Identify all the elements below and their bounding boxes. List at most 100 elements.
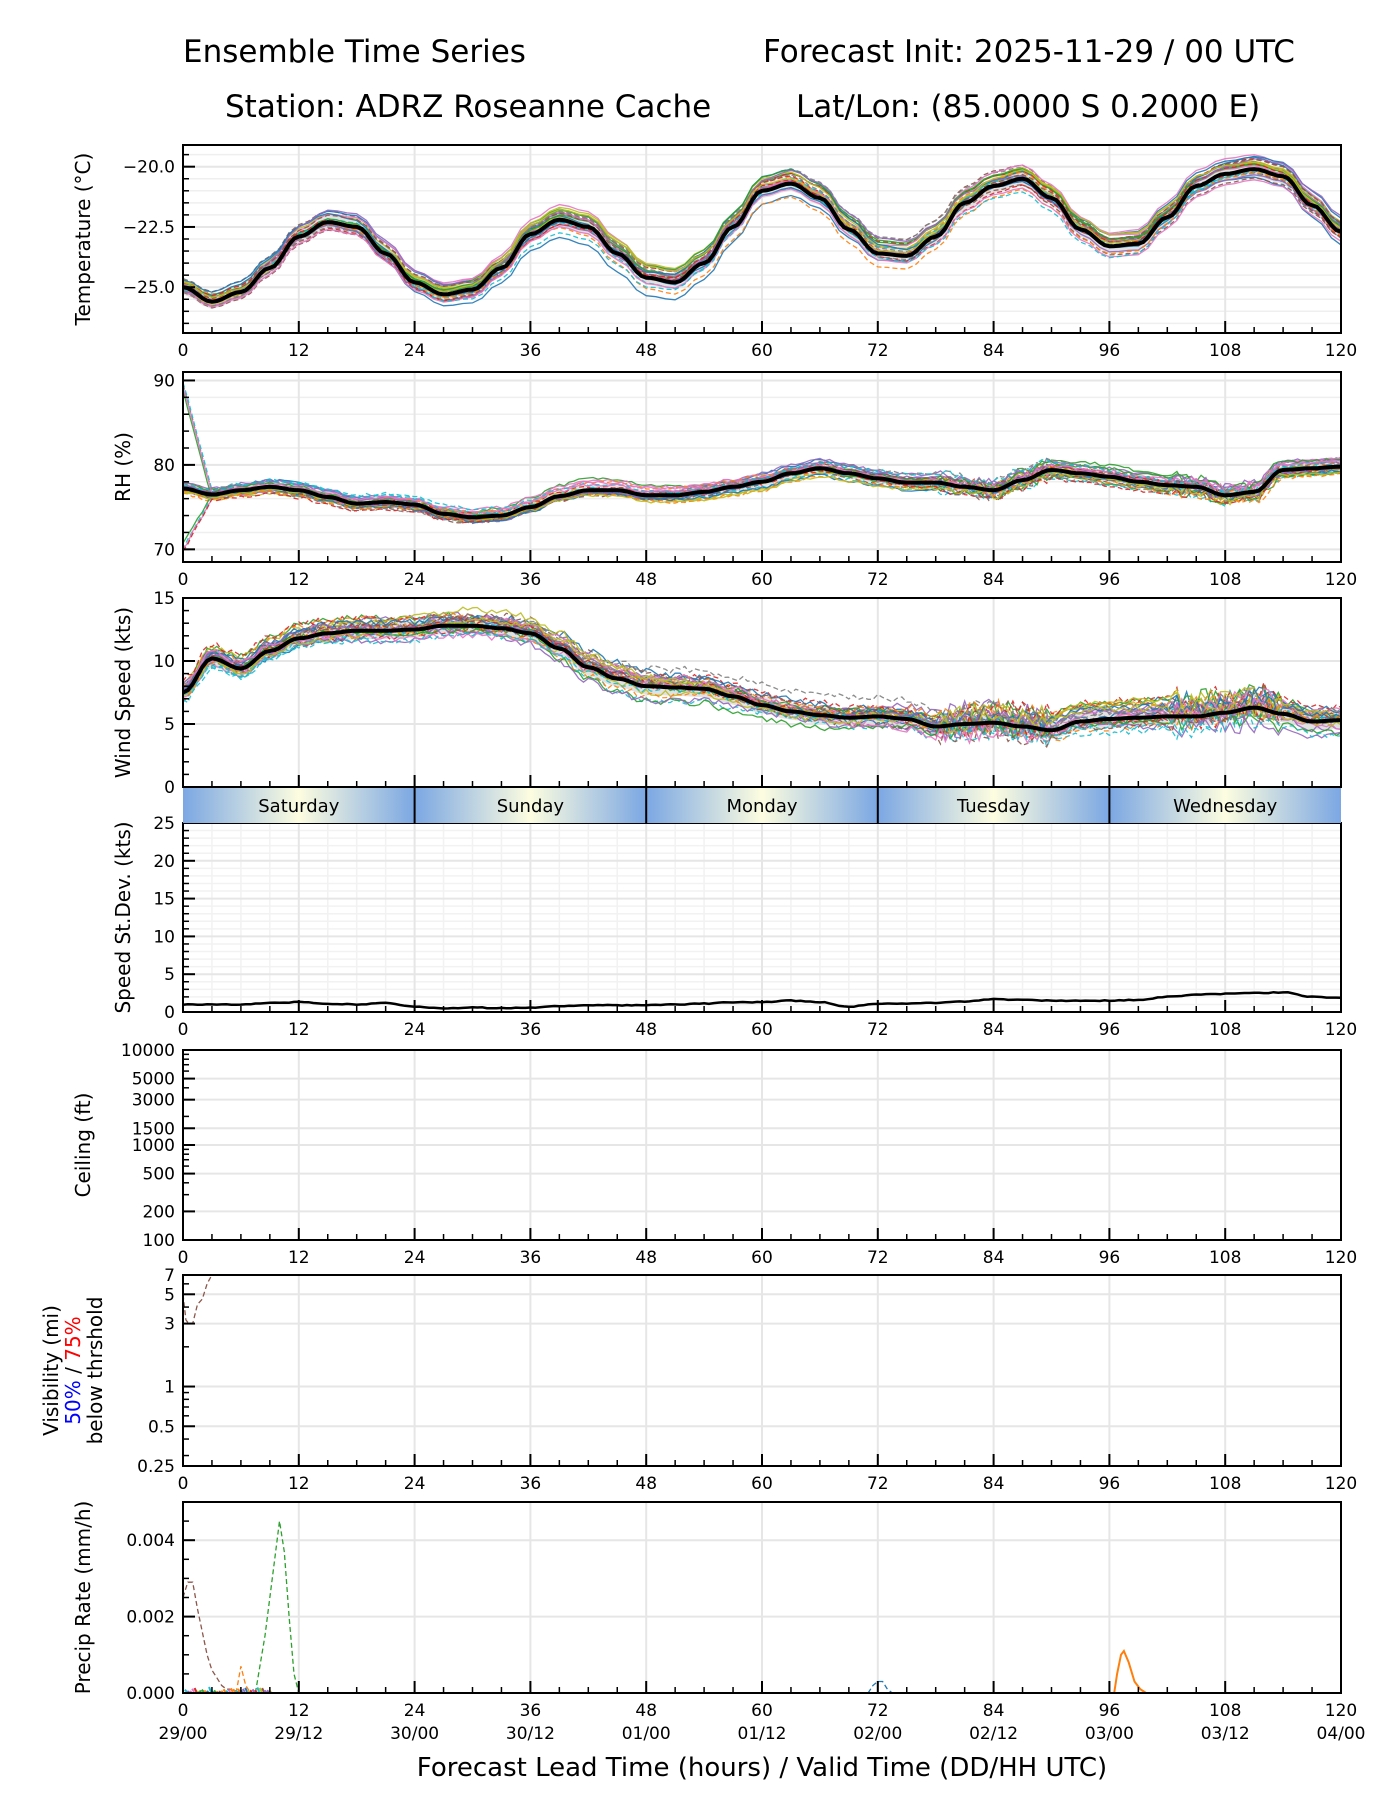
y-axis-label: Visibility (mi) (39, 1305, 63, 1436)
x-tick-label: 0 (178, 1474, 189, 1494)
panel-visibility: 0 12 24 36 48 60 72 84 96 108 120 0.25 0.5 1 3 57 Visibi… (39, 1266, 1357, 1494)
zero-precip-mark (227, 1689, 232, 1693)
x-tick-label: 120 (1325, 1020, 1357, 1040)
series-member-orange (235, 1666, 252, 1693)
x-tick-label: 120 (1325, 1701, 1357, 1721)
x-tick-label: 108 (1209, 341, 1241, 361)
x-tick-label: 0 (178, 1020, 189, 1040)
x-tick-label: 108 (1209, 1701, 1241, 1721)
valid-time-label: 29/12 (274, 1724, 323, 1744)
x-tick-label: 108 (1209, 1248, 1241, 1268)
y-axis-label: Speed St.Dev. (kts) (111, 821, 135, 1013)
x-tick-label: 36 (520, 1474, 542, 1494)
member-line (183, 616, 1341, 725)
series-member-brown (183, 1275, 213, 1325)
ensemble-mean-line (183, 464, 1341, 520)
forecast-init-label: Forecast Init: 2025-11-29 / 00 UTC (763, 34, 1295, 70)
zero-precip-mark (189, 1690, 192, 1693)
x-tick-label: 72 (867, 1248, 889, 1268)
series-member-orange-2 (1113, 1649, 1147, 1693)
x-tick-label: 36 (520, 1701, 542, 1721)
zero-precip-mark (256, 1687, 261, 1693)
x-tick-label: 96 (1099, 1701, 1121, 1721)
y-tick-label: 0.004 (126, 1531, 175, 1551)
zero-precip-mark (225, 1690, 229, 1693)
x-tick-label: 84 (983, 570, 1005, 590)
y-tick-label: 0 (164, 778, 175, 798)
x-tick-label: 120 (1325, 1474, 1357, 1494)
x-tick-label: 60 (751, 1474, 773, 1494)
panel-ceiling: 0 12 24 36 48 60 72 84 96 108 120 100 200 500 10001500… (71, 1041, 1357, 1268)
day-segment (877, 788, 1110, 823)
y-tick-label: 3 (164, 1315, 175, 1335)
valid-time-label: 30/12 (506, 1724, 555, 1744)
x-tick-label: 0 (178, 1701, 189, 1721)
y-tick-label: 1 (164, 1378, 175, 1398)
station-label: Station: ADRZ Roseanne Cache (225, 89, 712, 125)
x-tick-label: 96 (1099, 1474, 1121, 1494)
x-tick-label: 72 (867, 341, 889, 361)
zero-precip-mark (184, 1688, 188, 1693)
y-tick-label: 1000 (132, 1136, 175, 1156)
zero-precip-mark (235, 1690, 239, 1693)
zero-precip-mark (198, 1689, 202, 1693)
x-tick-label: 108 (1209, 1020, 1241, 1040)
x-tick-label: 96 (1099, 1020, 1121, 1040)
x-tick-label: 36 (520, 1020, 542, 1040)
x-tick-label: 36 (520, 341, 542, 361)
zero-precip-mark (244, 1687, 249, 1693)
day-label: Sunday (497, 796, 565, 817)
zero-precip-mark (186, 1690, 190, 1693)
x-tick-label: 72 (867, 1474, 889, 1494)
zero-precip-mark (206, 1690, 209, 1693)
x-tick-label: 60 (751, 341, 773, 361)
valid-time-label: 01/12 (738, 1724, 787, 1744)
day-segment (646, 788, 878, 823)
zero-precip-mark (222, 1688, 227, 1693)
y-axis-label: Precip Rate (mm/h) (71, 1501, 95, 1695)
x-tick-label: 108 (1209, 1474, 1241, 1494)
y-tick-label: 10 (153, 652, 175, 672)
x-tick-label: 12 (288, 570, 310, 590)
day-label: Saturday (258, 796, 339, 817)
x-tick-label: 84 (983, 1248, 1005, 1268)
panel-wind_speed: 0 5 10 15 Wind Speed (kts) (111, 589, 1342, 798)
x-tick-label: 120 (1325, 1248, 1357, 1268)
zero-precip-mark (254, 1689, 258, 1693)
ensemble-mean-line (183, 167, 1341, 304)
x-tick-label: 48 (635, 570, 657, 590)
y-tick-label: −25.0 (123, 278, 175, 298)
x-tick-label: 72 (867, 570, 889, 590)
x-tick-label: 84 (983, 1474, 1005, 1494)
y-tick-label: 5000 (132, 1070, 175, 1090)
y-tick-label: 0.5 (148, 1417, 175, 1437)
y-tick-label: 0.002 (126, 1608, 175, 1628)
plot-area (183, 382, 1341, 552)
x-tick-label: 72 (867, 1020, 889, 1040)
x-tick-label: 24 (404, 341, 426, 361)
series-member-brown (183, 1581, 242, 1693)
y-tick-label: −22.5 (123, 218, 175, 238)
day-label: Monday (726, 796, 797, 817)
y-tick-label: 7 (164, 1266, 175, 1286)
member-line (183, 617, 1341, 739)
x-tick-label: 60 (751, 1020, 773, 1040)
label-separator: / (61, 1361, 85, 1380)
x-tick-label: 0 (178, 341, 189, 361)
member-line (183, 161, 1341, 304)
x-tick-label: 120 (1325, 570, 1357, 590)
zero-precip-mark (203, 1689, 207, 1693)
x-tick-label: 48 (635, 1474, 657, 1494)
x-tick-label: 48 (635, 1020, 657, 1040)
valid-time-label: 02/12 (969, 1724, 1018, 1744)
x-tick-label: 36 (520, 570, 542, 590)
day-segment (1109, 788, 1341, 823)
day-segment (414, 788, 647, 823)
y-tick-label: 0.000 (126, 1684, 175, 1704)
y-tick-label: 10 (153, 927, 175, 947)
x-tick-label: 48 (635, 1701, 657, 1721)
plot-area (183, 1275, 213, 1325)
x-tick-label: 0 (178, 1248, 189, 1268)
y-tick-label: 15 (153, 589, 175, 609)
zero-precip-mark (251, 1688, 256, 1693)
